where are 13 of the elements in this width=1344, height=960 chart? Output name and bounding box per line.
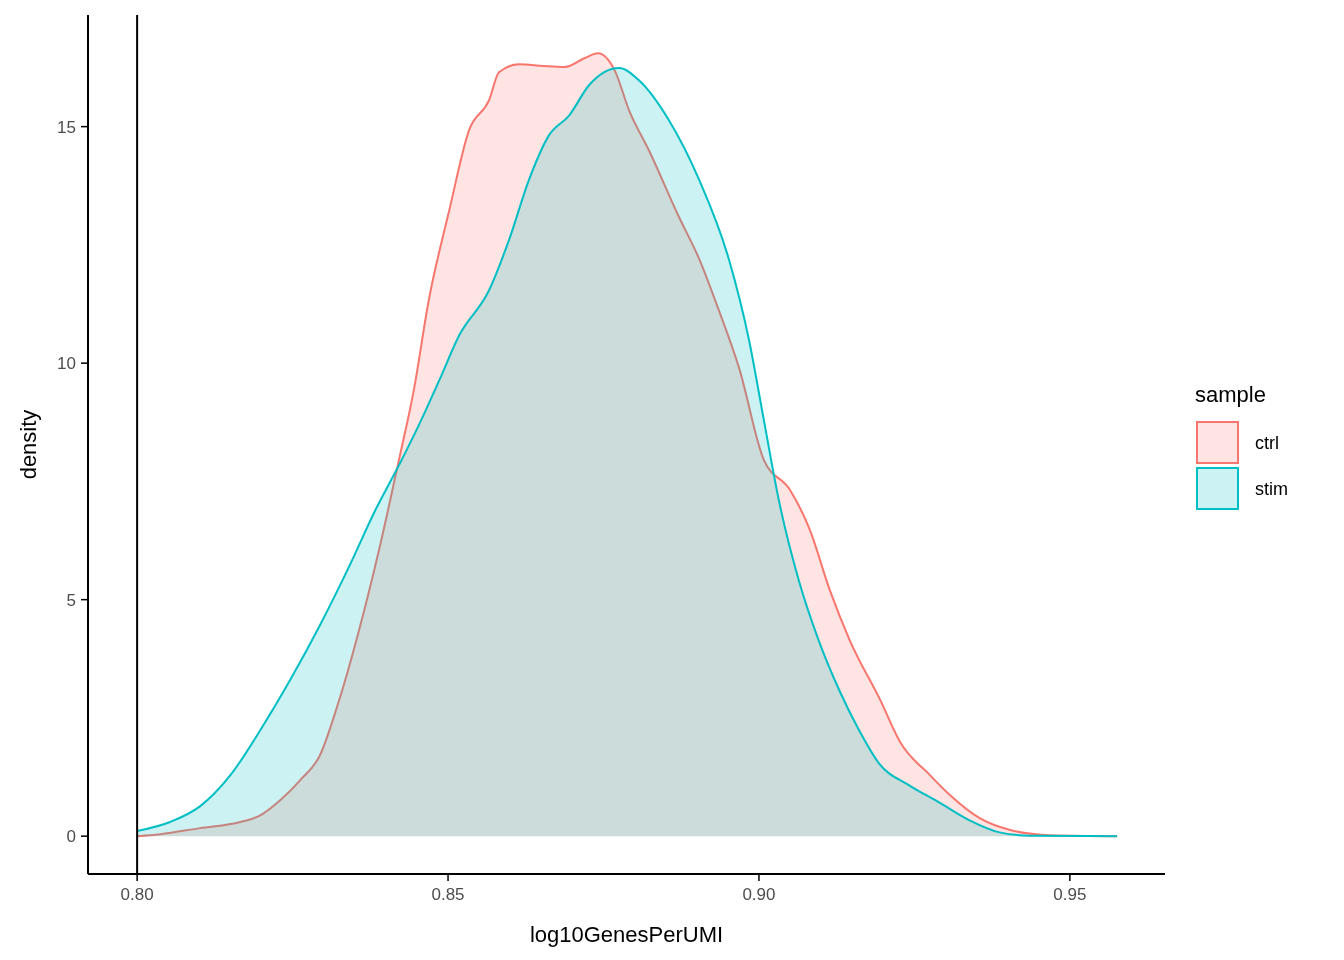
y-tick-label: 10 [57,354,76,374]
y-axis-title: density [16,409,41,480]
x-axis-title: log10GenesPerUMI [529,922,724,947]
x-tick-label: 0.90 [742,885,776,904]
legend-label: stim [1255,479,1288,500]
y-tick-label: 15 [57,117,76,137]
x-tick-label: 0.80 [120,885,154,904]
legend-label: ctrl [1255,433,1279,454]
x-tick-label: 0.95 [1053,885,1087,904]
y-tick-label: 5 [66,590,76,610]
x-tick-label: 0.85 [431,885,465,904]
legend-title: sample [1195,382,1266,407]
y-tick-label: 0 [66,827,76,847]
